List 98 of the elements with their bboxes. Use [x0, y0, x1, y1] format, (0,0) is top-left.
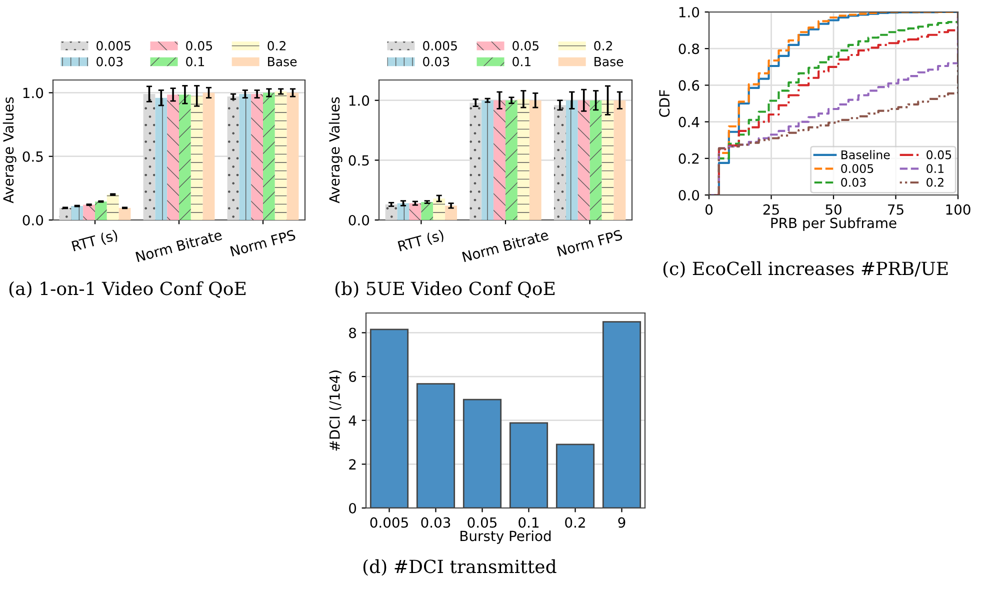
bar — [83, 204, 95, 220]
x-axis-title: PRB per Subframe — [771, 217, 896, 231]
x-tick-label: 0.05 — [468, 517, 496, 528]
bar — [263, 92, 275, 220]
y-axis-title: #DCI (/1e4) — [329, 370, 342, 451]
bar — [578, 100, 590, 220]
bar — [71, 206, 84, 220]
bar — [59, 208, 72, 220]
y-tick-label: 8 — [349, 328, 356, 338]
bar — [529, 100, 542, 220]
y-tick-label: 0.5 — [348, 155, 369, 166]
x-axis-title: Bursty Period — [460, 530, 551, 544]
y-tick-label: 1.0 — [679, 6, 700, 18]
bar — [506, 100, 518, 220]
bar — [167, 94, 179, 220]
legend-label: 0.1 — [186, 56, 204, 66]
bar — [95, 202, 107, 220]
bar — [517, 99, 530, 220]
x-tick-label: 9 — [618, 517, 626, 528]
bar — [143, 94, 156, 220]
text: (c) EcoCell increases #PRB/UE — [663, 261, 948, 278]
y-tick-label: 0.8 — [678, 44, 700, 54]
y-tick-label: 0.0 — [348, 214, 370, 226]
legend-label: Baseline — [842, 150, 890, 160]
x-tick-label: Norm FPS — [230, 229, 296, 257]
y-tick-label: 0.4 — [678, 116, 700, 128]
text: (d) #DCI transmitted — [363, 559, 556, 576]
legend-label: 0.2 — [926, 178, 944, 187]
text: (b) 5UE Video Conf QoE — [335, 281, 554, 298]
bar — [286, 92, 299, 220]
legend-label: 0.2 — [268, 41, 286, 50]
bar — [470, 102, 482, 220]
y-axis-title: CDF — [659, 90, 670, 117]
legend-label: 0.005 — [96, 41, 130, 50]
bar — [602, 100, 614, 220]
bar — [614, 100, 626, 220]
bar — [155, 98, 168, 220]
x-tick-label: 0.005 — [370, 517, 408, 528]
bar — [251, 94, 263, 220]
x-tick-label: 0 — [705, 204, 712, 215]
x-tick-label: 0.2 — [565, 517, 585, 528]
bar — [421, 202, 434, 220]
legend-label: Base — [268, 57, 297, 66]
bar — [445, 206, 458, 220]
bar — [494, 100, 506, 220]
bar — [566, 100, 578, 220]
x-tick-label: Norm Bitrate — [135, 229, 222, 262]
x-tick-label: 0.1 — [518, 517, 539, 528]
y-axis-title: Average Values — [2, 97, 16, 204]
legend-label: 0.1 — [512, 56, 530, 66]
x-tick-label: 75 — [888, 204, 904, 215]
legend-label: 0.03 — [96, 56, 123, 66]
bar — [590, 100, 602, 220]
bar — [409, 203, 422, 220]
y-tick-label: 0.6 — [678, 80, 700, 91]
bar — [554, 105, 566, 220]
legend-label: 0.03 — [841, 178, 866, 187]
bar — [385, 204, 398, 220]
y-tick-label: 1.0 — [23, 88, 44, 98]
bar — [202, 92, 215, 220]
bar — [239, 94, 252, 220]
x-tick-label: Norm Bitrate — [462, 229, 549, 262]
legend-label: 0.03 — [423, 56, 450, 66]
bar — [118, 208, 131, 220]
y-tick-label: 0.0 — [22, 214, 44, 226]
bar — [274, 91, 287, 220]
x-tick-label: 50 — [826, 204, 842, 215]
y-tick-label: 0 — [349, 502, 356, 514]
y-tick-label: 2 — [349, 459, 356, 470]
y-axis-title: Average Values — [328, 97, 342, 204]
legend-label: 0.05 — [186, 41, 212, 50]
x-tick-label: RTT (s) — [398, 229, 445, 254]
bar — [106, 194, 119, 220]
bar — [397, 203, 410, 220]
y-tick-label: 0.5 — [22, 151, 43, 162]
legend-label: 0.05 — [512, 41, 538, 50]
bar — [433, 198, 446, 220]
x-tick-label: 100 — [946, 204, 970, 215]
legend-label: 0.1 — [926, 164, 944, 174]
bar — [179, 94, 191, 220]
bar — [482, 100, 494, 220]
x-tick-label: 0.03 — [421, 517, 450, 528]
legend-label: Base — [594, 57, 624, 66]
bar — [227, 96, 240, 220]
legend-label: 0.005 — [841, 164, 874, 174]
y-tick-label: 4 — [348, 416, 356, 426]
y-tick-label: 0.2 — [678, 153, 699, 164]
y-tick-label: 6 — [349, 372, 356, 382]
y-tick-label: 0.0 — [678, 190, 700, 200]
text: (a) 1-on-1 Video Conf QoE — [9, 281, 246, 298]
y-tick-label: 1.0 — [349, 95, 370, 106]
x-tick-label: Norm FPS — [556, 229, 623, 257]
bar — [190, 96, 203, 220]
x-tick-label: RTT (s) — [71, 229, 118, 254]
legend-label: 0.2 — [594, 41, 612, 50]
legend-label: 0.05 — [926, 150, 952, 160]
legend-label: 0.005 — [423, 41, 457, 50]
x-tick-label: 25 — [763, 204, 779, 215]
